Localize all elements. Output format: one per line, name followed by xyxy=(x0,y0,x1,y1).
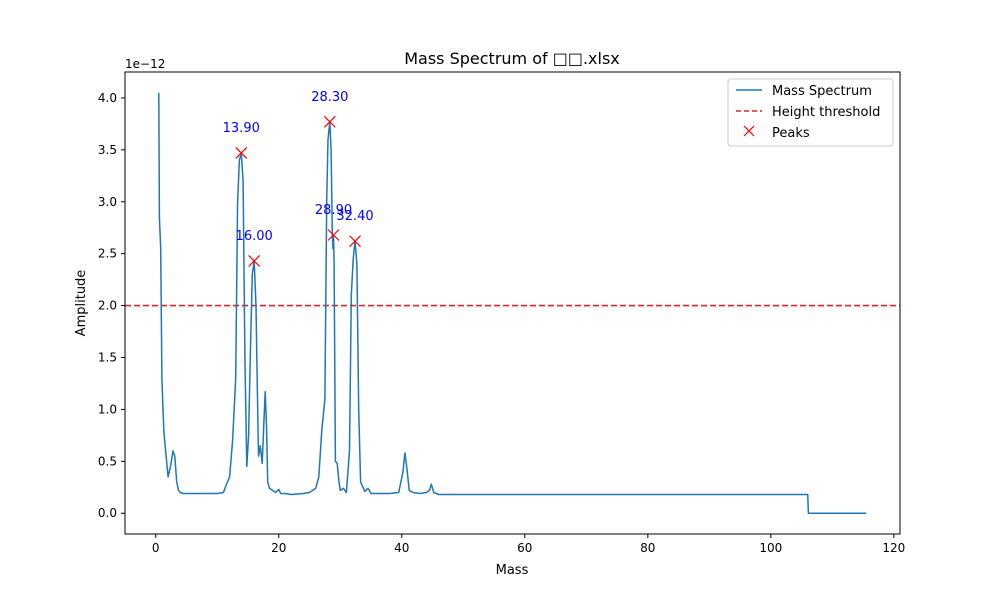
peak-label: 28.90 xyxy=(315,203,352,218)
legend: Mass Spectrum Height threshold Peaks xyxy=(727,78,894,147)
legend-peak-marker-icon xyxy=(743,125,755,137)
legend-label-peaks: Peaks xyxy=(772,126,810,141)
axes-frame xyxy=(124,71,901,535)
legend-box xyxy=(727,78,894,147)
y-tick-label: 0.5 xyxy=(98,454,117,468)
y-axis-ticks: 0.0 0.5 1.0 1.5 2.0 2.5 3.0 3.5 4.0 xyxy=(98,91,125,520)
x-tick-label: 0 xyxy=(152,541,160,555)
peak-marker xyxy=(327,229,340,241)
peak-label: 28.30 xyxy=(311,90,348,105)
y-tick-label: 1.0 xyxy=(98,402,117,416)
peak-marker xyxy=(349,235,361,248)
peak-marker-stroke xyxy=(349,235,361,248)
peak-marker-stroke xyxy=(323,115,336,128)
x-tick-label: 100 xyxy=(759,541,782,555)
peak-marker xyxy=(248,255,261,267)
y-tick-label: 3.5 xyxy=(98,143,117,157)
x-tick-label: 80 xyxy=(640,541,655,555)
peak-marker-stroke xyxy=(248,255,261,267)
peak-label: 32.40 xyxy=(336,209,373,224)
legend-label-threshold: Height threshold xyxy=(772,105,880,120)
x-axis-ticks: 0 20 40 60 80 100 120 xyxy=(152,534,905,555)
peak-marker xyxy=(323,115,336,128)
legend-label-spectrum: Mass Spectrum xyxy=(772,84,872,99)
y-offset-text: 1e−12 xyxy=(125,57,165,71)
series-layer xyxy=(158,92,867,514)
y-tick-label: 1.5 xyxy=(98,351,117,365)
y-tick-label: 2.5 xyxy=(98,247,117,261)
peak-label: 13.90 xyxy=(223,121,260,136)
x-tick-label: 40 xyxy=(394,541,409,555)
chart-title: Mass Spectrum of □□.xlsx xyxy=(404,49,620,68)
mass-spectrum-line xyxy=(158,92,867,514)
y-tick-label: 0.0 xyxy=(98,506,117,520)
x-tick-label: 20 xyxy=(271,541,286,555)
y-tick-label: 2.0 xyxy=(98,299,117,313)
peak-marker xyxy=(235,147,248,159)
peak-marker-stroke xyxy=(235,147,248,159)
y-tick-label: 3.0 xyxy=(98,195,117,209)
peak-marker-stroke xyxy=(327,229,340,241)
x-axis-label: Mass xyxy=(496,563,529,578)
y-tick-label: 4.0 xyxy=(98,91,117,105)
x-tick-label: 120 xyxy=(882,541,905,555)
x-tick-label: 60 xyxy=(517,541,532,555)
y-axis-label: Amplitude xyxy=(74,270,89,337)
peak-label: 16.00 xyxy=(236,229,273,244)
